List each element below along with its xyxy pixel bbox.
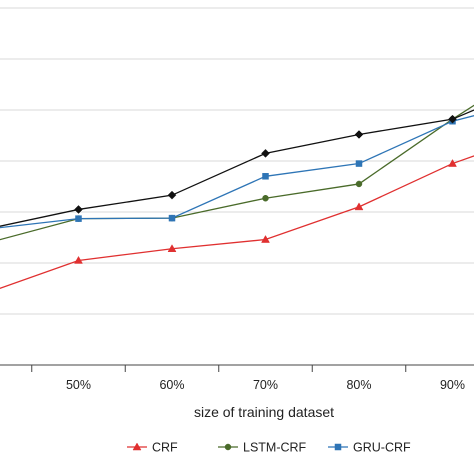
series-lines <box>0 104 474 289</box>
legend-item: GRU-CRF <box>328 441 411 455</box>
data-point <box>75 215 82 222</box>
data-point <box>355 160 363 167</box>
data-point <box>262 173 269 180</box>
data-point <box>261 148 270 158</box>
legend-label: CRF <box>152 441 178 455</box>
series-unlabeled <box>0 109 474 227</box>
x-tick-label: 60% <box>159 378 184 392</box>
data-point <box>448 159 457 167</box>
data-point <box>355 180 363 188</box>
data-point <box>74 205 83 214</box>
series-line <box>0 104 474 241</box>
data-point <box>262 194 269 202</box>
legend-label: LSTM-CRF <box>243 441 307 455</box>
x-tick-label: 50% <box>66 378 91 392</box>
legend-label: GRU-CRF <box>353 441 411 455</box>
series-crf <box>0 155 474 289</box>
data-point <box>354 130 364 139</box>
x-axis-ticks: 40%50%60%70%80%90%100% <box>31 365 465 392</box>
series-lstm-crf <box>0 104 474 241</box>
legend-marker <box>334 443 342 451</box>
series-line <box>0 115 474 229</box>
legend-item: CRF <box>127 441 178 455</box>
data-point <box>168 214 176 222</box>
series-gru-crf <box>0 115 474 229</box>
legend: CRF LSTM-CRF GRU-CRF <box>127 441 411 455</box>
data-point <box>167 190 177 200</box>
data-point <box>261 235 270 243</box>
series-line <box>0 109 474 227</box>
legend-item: LSTM-CRF <box>218 441 307 455</box>
gridlines <box>0 7 474 315</box>
x-tick-label: 70% <box>253 378 278 392</box>
x-tick-label: 90% <box>440 378 465 392</box>
data-point <box>167 244 177 252</box>
legend-marker <box>224 443 232 451</box>
x-tick-label: 80% <box>346 378 371 392</box>
data-point <box>448 114 457 124</box>
data-point <box>354 202 364 211</box>
x-axis-title: size of training dataset <box>194 404 334 420</box>
legend-marker <box>132 442 142 451</box>
data-point <box>74 255 83 264</box>
